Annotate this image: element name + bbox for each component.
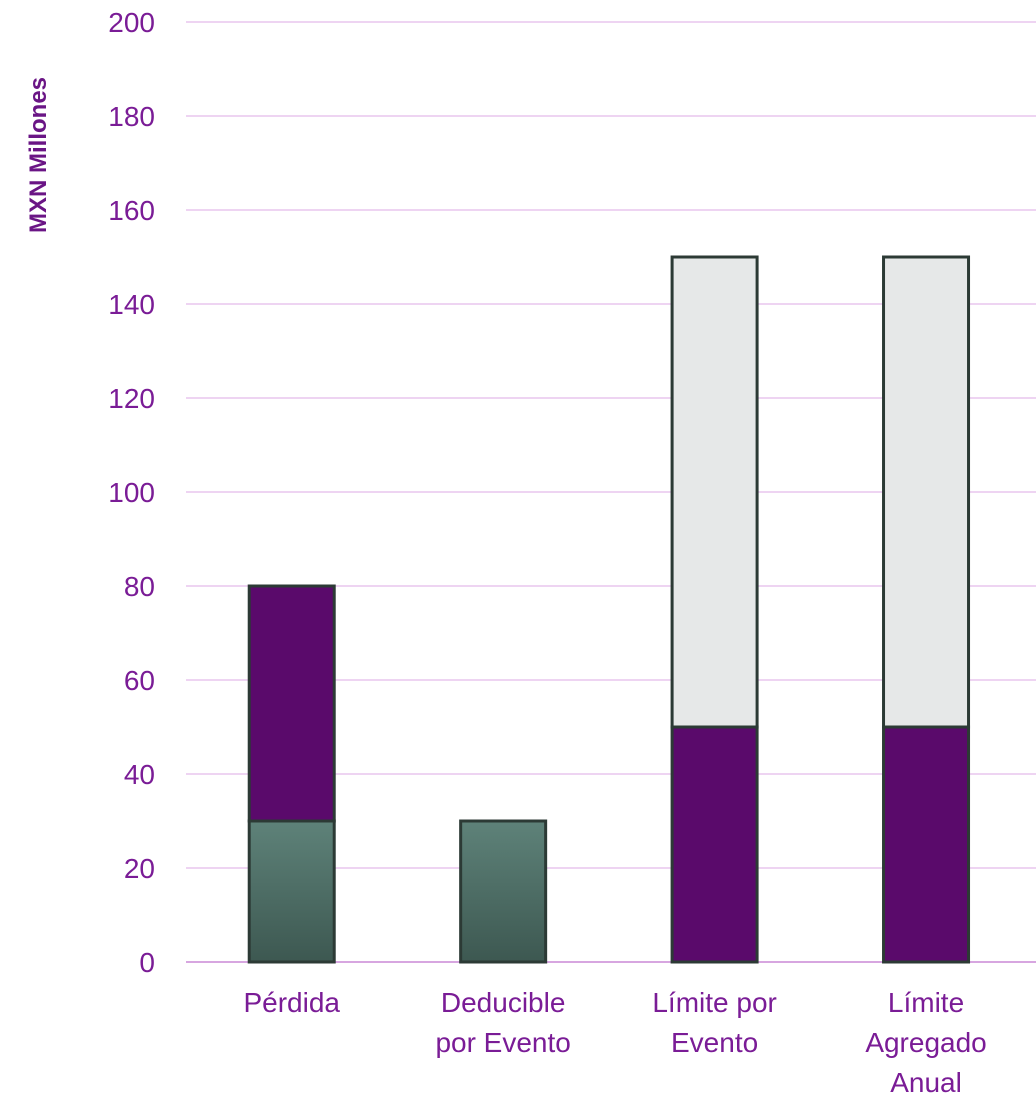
y-tick-label: 160 [108, 195, 155, 226]
y-tick-label: 40 [124, 759, 155, 790]
y-tick-label: 80 [124, 571, 155, 602]
y-axis-ticks: 0 20 40 60 80 100 120 140 160 180 200 [108, 7, 155, 978]
y-tick-label: 200 [108, 7, 155, 38]
bar-segment [670, 255, 759, 729]
y-tick-label: 100 [108, 477, 155, 508]
bar-segment [882, 255, 971, 729]
bar-segment [459, 819, 548, 964]
x-category-label: Pérdida [243, 987, 340, 1018]
y-axis-title: MXN Millones [25, 77, 52, 233]
y-tick-label: 60 [124, 665, 155, 696]
y-tick-label: 0 [139, 947, 155, 978]
y-tick-label: 180 [108, 101, 155, 132]
y-tick-label: 20 [124, 853, 155, 884]
x-category-label: Deducible por Evento [435, 987, 570, 1058]
y-tick-label: 140 [108, 289, 155, 320]
bar-segment [670, 725, 759, 964]
bar-segment [247, 819, 336, 964]
x-category-label: Límite por Evento [652, 987, 777, 1058]
y-tick-label: 120 [108, 383, 155, 414]
bars [247, 255, 971, 964]
bar-segment [247, 584, 336, 823]
bar-segment [882, 725, 971, 964]
x-axis-labels: Pérdida Deducible por Evento Límite por Even… [243, 987, 986, 1098]
x-category-label: Límite Agregado Anual [865, 987, 986, 1098]
